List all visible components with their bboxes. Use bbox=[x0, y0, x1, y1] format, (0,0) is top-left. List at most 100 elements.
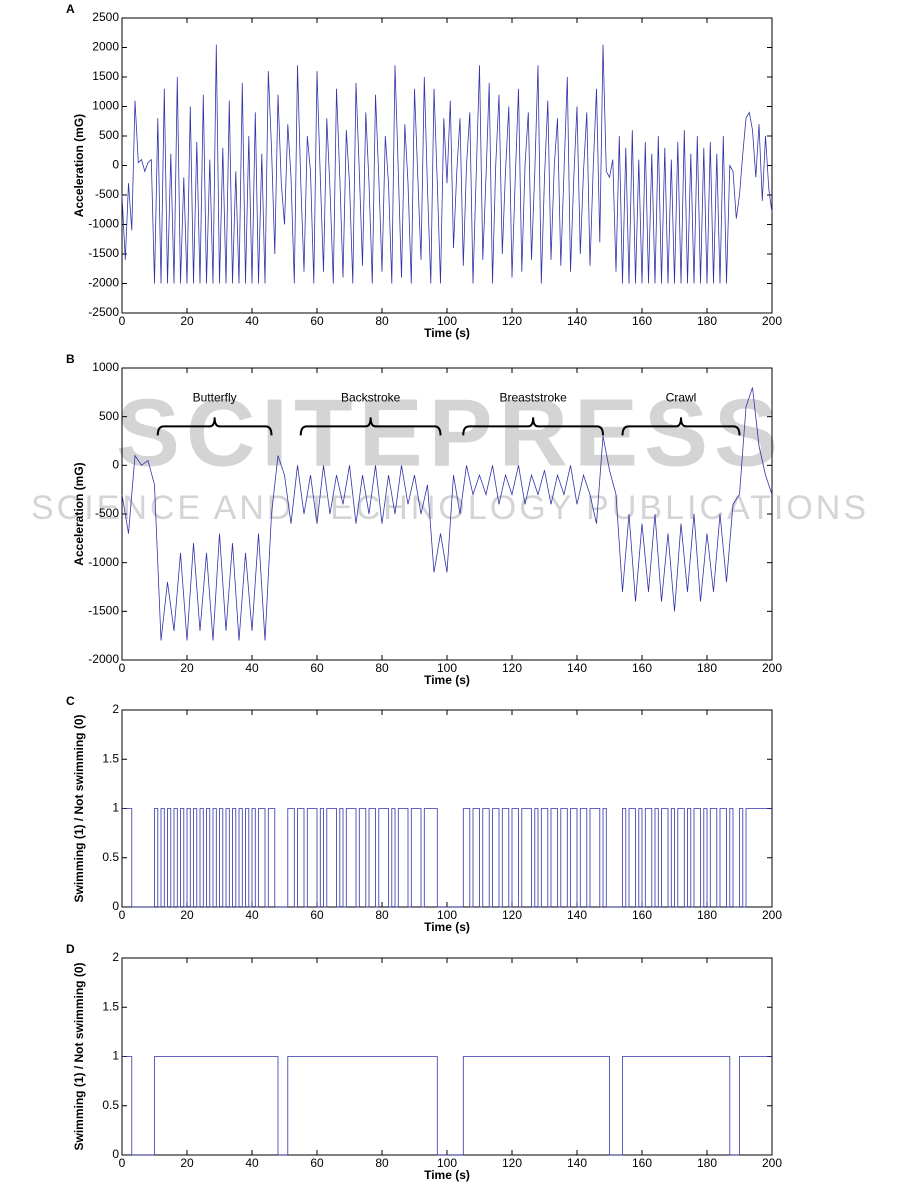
x-tick-label: 160 bbox=[632, 314, 652, 328]
panel-label: B bbox=[66, 352, 75, 366]
y-tick-label: -1500 bbox=[88, 246, 119, 260]
annotation: Breaststroke bbox=[499, 391, 567, 405]
x-tick-label: 0 bbox=[119, 908, 126, 922]
x-tick-label: 120 bbox=[502, 661, 522, 675]
signal-line bbox=[121, 387, 773, 641]
panel-label: A bbox=[66, 2, 75, 16]
x-tick-label: 60 bbox=[310, 661, 324, 675]
y-axis-label: Acceleration (mG) bbox=[72, 462, 86, 565]
brace bbox=[621, 417, 741, 436]
y-tick-label: 2000 bbox=[92, 40, 119, 54]
brace bbox=[156, 417, 273, 436]
x-tick-label: 120 bbox=[502, 908, 522, 922]
y-tick-label: 1 bbox=[112, 1049, 119, 1063]
y-tick-label: 1500 bbox=[92, 69, 119, 83]
x-tick-label: 140 bbox=[567, 314, 587, 328]
brace bbox=[462, 417, 604, 436]
x-tick-label: 120 bbox=[502, 1156, 522, 1170]
x-tick-label: 200 bbox=[762, 1156, 782, 1170]
y-tick-label: -500 bbox=[95, 506, 119, 520]
x-tick-label: 0 bbox=[119, 314, 126, 328]
x-axis-label: Time (s) bbox=[424, 920, 470, 934]
x-axis-label: Time (s) bbox=[424, 1168, 470, 1182]
y-tick-label: -1500 bbox=[88, 604, 119, 618]
x-tick-label: 180 bbox=[697, 1156, 717, 1170]
x-axis-label: Time (s) bbox=[424, 673, 470, 687]
y-tick-label: 2500 bbox=[92, 10, 119, 24]
panel-label: D bbox=[66, 942, 75, 956]
x-tick-label: 200 bbox=[762, 314, 782, 328]
x-tick-label: 0 bbox=[119, 1156, 126, 1170]
y-tick-label: 0.5 bbox=[102, 850, 119, 864]
x-tick-label: 200 bbox=[762, 661, 782, 675]
y-tick-label: -2000 bbox=[88, 276, 119, 290]
y-axis-label: Swimming (1) / Not swimming (0) bbox=[72, 714, 86, 902]
y-tick-label: 0 bbox=[112, 899, 119, 913]
x-tick-label: 20 bbox=[180, 314, 194, 328]
x-tick-label: 100 bbox=[437, 908, 457, 922]
x-tick-label: 40 bbox=[245, 908, 259, 922]
y-tick-label: 500 bbox=[99, 128, 119, 142]
y-tick-label: 1.5 bbox=[102, 751, 119, 765]
y-tick-label: 2 bbox=[112, 950, 119, 964]
x-tick-label: 180 bbox=[697, 314, 717, 328]
panel-label: C bbox=[66, 694, 75, 708]
y-tick-label: 500 bbox=[99, 409, 119, 423]
x-tick-label: 140 bbox=[567, 908, 587, 922]
x-tick-label: 140 bbox=[567, 1156, 587, 1170]
x-tick-label: 20 bbox=[180, 908, 194, 922]
x-tick-label: 40 bbox=[245, 1156, 259, 1170]
x-tick-label: 60 bbox=[310, 314, 324, 328]
x-tick-label: 180 bbox=[697, 661, 717, 675]
x-tick-label: 40 bbox=[245, 661, 259, 675]
y-tick-label: 1000 bbox=[92, 99, 119, 113]
x-tick-label: 20 bbox=[180, 661, 194, 675]
y-axis-label: Swimming (1) / Not swimming (0) bbox=[72, 962, 86, 1150]
x-tick-label: 100 bbox=[437, 1156, 457, 1170]
y-tick-label: 1000 bbox=[92, 360, 119, 374]
x-tick-label: 0 bbox=[119, 661, 126, 675]
x-tick-label: 160 bbox=[632, 661, 652, 675]
x-tick-label: 180 bbox=[697, 908, 717, 922]
x-tick-label: 140 bbox=[567, 661, 587, 675]
x-tick-label: 200 bbox=[762, 908, 782, 922]
annotation: Butterfly bbox=[193, 391, 237, 405]
y-tick-label: 0 bbox=[112, 1147, 119, 1161]
x-tick-label: 40 bbox=[245, 314, 259, 328]
y-tick-label: -2500 bbox=[88, 305, 119, 319]
watermark-title: SCITEPRESS bbox=[116, 379, 784, 486]
x-tick-label: 80 bbox=[375, 1156, 389, 1170]
x-tick-label: 60 bbox=[310, 1156, 324, 1170]
watermark-subtitle: SCIENCE AND TECHNOLOGY PUBLICATIONS bbox=[31, 489, 869, 527]
x-tick-label: 120 bbox=[502, 314, 522, 328]
x-tick-label: 160 bbox=[632, 1156, 652, 1170]
y-tick-label: 0.5 bbox=[102, 1098, 119, 1112]
x-tick-label: 80 bbox=[375, 908, 389, 922]
x-tick-label: 80 bbox=[375, 314, 389, 328]
x-tick-label: 80 bbox=[375, 661, 389, 675]
y-tick-label: 0 bbox=[112, 158, 119, 172]
annotation: Backstroke bbox=[341, 391, 401, 405]
signal-line bbox=[122, 808, 772, 908]
x-tick-label: 100 bbox=[437, 661, 457, 675]
signal-line bbox=[121, 44, 773, 284]
y-tick-label: 2 bbox=[112, 702, 119, 716]
x-axis-label: Time (s) bbox=[424, 326, 470, 340]
y-tick-label: -2000 bbox=[88, 652, 119, 666]
y-tick-label: 0 bbox=[112, 458, 119, 472]
y-tick-label: -1000 bbox=[88, 555, 119, 569]
brace bbox=[299, 417, 442, 436]
x-tick-label: 60 bbox=[310, 908, 324, 922]
x-tick-label: 100 bbox=[437, 314, 457, 328]
y-tick-label: -500 bbox=[95, 187, 119, 201]
x-tick-label: 20 bbox=[180, 1156, 194, 1170]
signal-line bbox=[122, 1056, 772, 1156]
annotation: Crawl bbox=[666, 391, 697, 405]
y-tick-label: -1000 bbox=[88, 217, 119, 231]
y-tick-label: 1 bbox=[112, 801, 119, 815]
y-tick-label: 1.5 bbox=[102, 999, 119, 1013]
y-axis-label: Acceleration (mG) bbox=[72, 114, 86, 217]
x-tick-label: 160 bbox=[632, 908, 652, 922]
